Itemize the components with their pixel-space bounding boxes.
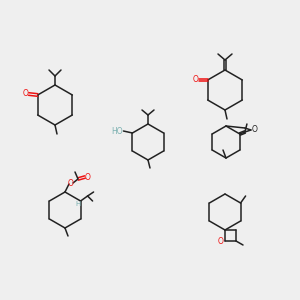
Text: HO: HO: [112, 127, 123, 136]
Text: O: O: [252, 125, 258, 134]
Text: H: H: [75, 201, 80, 207]
Text: O: O: [68, 178, 74, 188]
Text: O: O: [23, 89, 28, 98]
Text: O: O: [218, 238, 224, 247]
Text: O: O: [85, 172, 91, 182]
Text: O: O: [193, 76, 199, 85]
